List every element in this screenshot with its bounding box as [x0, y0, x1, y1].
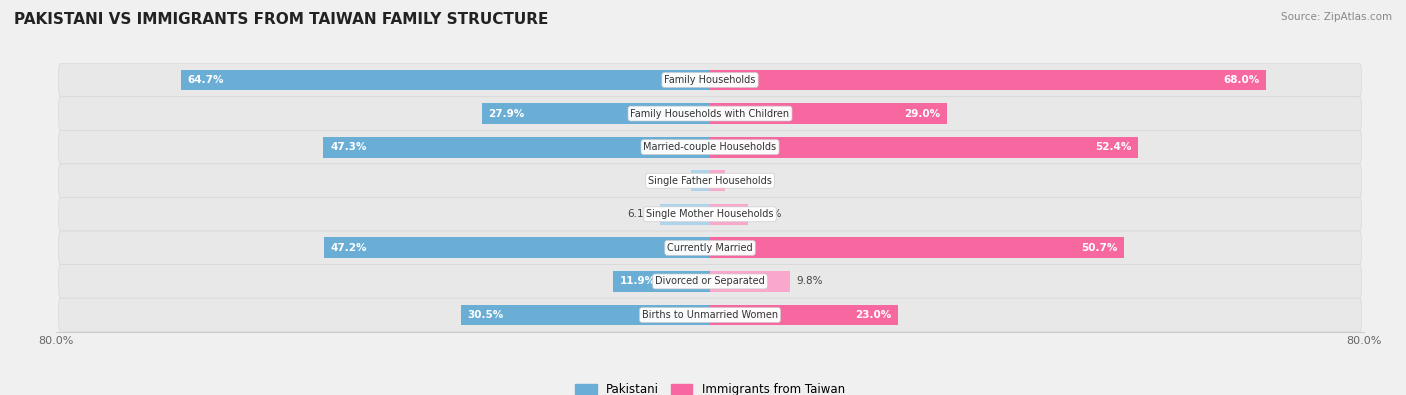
- Bar: [325, 237, 710, 258]
- Text: 47.3%: 47.3%: [330, 142, 367, 152]
- Text: PAKISTANI VS IMMIGRANTS FROM TAIWAN FAMILY STRUCTURE: PAKISTANI VS IMMIGRANTS FROM TAIWAN FAMI…: [14, 12, 548, 27]
- Text: 47.2%: 47.2%: [330, 243, 367, 253]
- Bar: [710, 70, 1265, 90]
- Text: Single Father Households: Single Father Households: [648, 176, 772, 186]
- Text: Family Households with Children: Family Households with Children: [630, 109, 790, 118]
- Text: 29.0%: 29.0%: [904, 109, 941, 118]
- FancyBboxPatch shape: [59, 130, 1361, 164]
- Text: 11.9%: 11.9%: [619, 276, 655, 286]
- Bar: [710, 271, 790, 292]
- FancyBboxPatch shape: [59, 198, 1361, 231]
- Text: 64.7%: 64.7%: [188, 75, 225, 85]
- Bar: [613, 271, 710, 292]
- Text: Married-couple Households: Married-couple Households: [644, 142, 776, 152]
- Text: 1.8%: 1.8%: [731, 176, 758, 186]
- Text: 9.8%: 9.8%: [797, 276, 823, 286]
- Text: Family Households: Family Households: [665, 75, 755, 85]
- Text: 52.4%: 52.4%: [1095, 142, 1132, 152]
- Text: 50.7%: 50.7%: [1081, 243, 1118, 253]
- Text: Divorced or Separated: Divorced or Separated: [655, 276, 765, 286]
- Bar: [461, 305, 710, 325]
- FancyBboxPatch shape: [59, 231, 1361, 265]
- FancyBboxPatch shape: [59, 265, 1361, 298]
- Bar: [710, 204, 748, 225]
- Text: 30.5%: 30.5%: [467, 310, 503, 320]
- Bar: [482, 103, 710, 124]
- Bar: [181, 70, 710, 90]
- Text: 23.0%: 23.0%: [855, 310, 891, 320]
- Bar: [710, 170, 724, 191]
- Text: Single Mother Households: Single Mother Households: [647, 209, 773, 219]
- Text: Currently Married: Currently Married: [668, 243, 752, 253]
- Bar: [710, 305, 898, 325]
- Legend: Pakistani, Immigrants from Taiwan: Pakistani, Immigrants from Taiwan: [571, 379, 849, 395]
- Bar: [710, 103, 948, 124]
- Bar: [710, 137, 1139, 158]
- Text: 4.7%: 4.7%: [755, 209, 782, 219]
- FancyBboxPatch shape: [59, 63, 1361, 97]
- Bar: [710, 237, 1125, 258]
- FancyBboxPatch shape: [59, 97, 1361, 130]
- Text: 68.0%: 68.0%: [1223, 75, 1260, 85]
- Text: 6.1%: 6.1%: [627, 209, 654, 219]
- Bar: [692, 170, 710, 191]
- Bar: [323, 137, 710, 158]
- FancyBboxPatch shape: [59, 298, 1361, 332]
- Text: 2.3%: 2.3%: [658, 176, 685, 186]
- Text: 27.9%: 27.9%: [488, 109, 524, 118]
- Bar: [661, 204, 710, 225]
- Text: Births to Unmarried Women: Births to Unmarried Women: [643, 310, 778, 320]
- FancyBboxPatch shape: [59, 164, 1361, 198]
- Text: Source: ZipAtlas.com: Source: ZipAtlas.com: [1281, 12, 1392, 22]
